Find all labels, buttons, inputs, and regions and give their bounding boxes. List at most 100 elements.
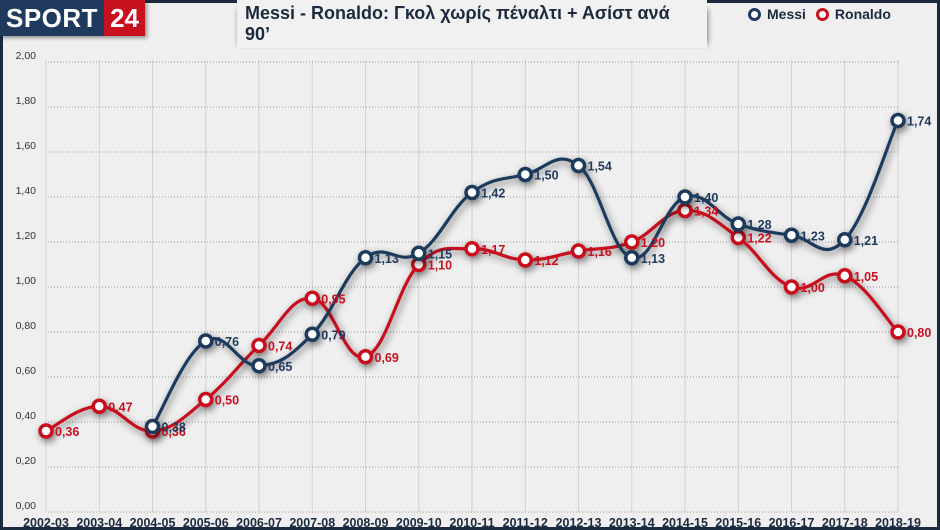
data-point-messi	[890, 112, 906, 129]
x-tick-label: 2008-09	[343, 516, 389, 530]
legend-label-ronaldo: Ronaldo	[834, 6, 891, 22]
data-point-messi	[783, 227, 800, 243]
x-tick-label: 2013-14	[609, 516, 655, 530]
data-point-messi	[144, 418, 161, 435]
data-label-ronaldo: 1,16	[588, 245, 612, 259]
legend-label-messi: Messi	[767, 6, 806, 22]
x-tick-label: 2006-07	[236, 516, 282, 530]
chart-title-box: Messi - Ronaldo: Γκολ χωρίς πέναλτι + Ασ…	[237, 0, 707, 48]
chart-title: Messi - Ronaldo: Γκολ χωρίς πέναλτι + Ασ…	[237, 0, 707, 48]
data-label-ronaldo: 0,47	[108, 400, 132, 414]
data-label-ronaldo: 0,95	[321, 292, 345, 306]
data-point-ronaldo	[464, 241, 480, 257]
grid-layer	[45, 60, 900, 513]
data-label-messi: 1,13	[375, 252, 399, 266]
data-point-messi	[837, 232, 853, 248]
x-tick-label: 2016-17	[769, 516, 815, 530]
y-tick-label: 0,80	[16, 320, 37, 332]
data-point-ronaldo	[730, 229, 746, 246]
data-point-messi	[411, 245, 427, 261]
data-point-messi	[357, 250, 374, 266]
y-tick-label: 0,40	[16, 410, 37, 422]
data-label-ronaldo: 0,74	[268, 340, 292, 354]
data-label-ronaldo: 1,00	[801, 281, 825, 295]
data-label-ronaldo: 1,20	[641, 236, 665, 250]
data-point-messi	[464, 184, 480, 201]
x-tick-label: 2009-10	[396, 516, 442, 530]
legend-item-messi: Messi	[748, 6, 806, 22]
x-tick-label: 2012-13	[556, 516, 602, 530]
y-tick-label: 1,40	[16, 185, 37, 197]
data-point-ronaldo	[837, 268, 853, 284]
chart-frame	[3, 3, 937, 527]
data-label-messi: 1,13	[641, 252, 665, 266]
data-point-messi	[624, 250, 640, 266]
data-point-ronaldo	[91, 398, 107, 414]
data-label-messi: 1,74	[907, 115, 931, 129]
data-label-ronaldo: 1,22	[747, 232, 771, 246]
data-label-ronaldo: 0,36	[55, 425, 79, 439]
data-label-messi: 0,79	[321, 328, 345, 342]
x-tick-label: 2002-03	[23, 516, 69, 530]
data-label-messi: 1,54	[588, 160, 612, 174]
data-label-messi: 0,38	[162, 421, 186, 435]
data-point-messi	[570, 157, 587, 174]
y-tick-label: 1,20	[16, 230, 37, 242]
x-tick-label: 2015-16	[715, 516, 761, 530]
sport24-logo: SPORT 24	[0, 0, 145, 36]
x-tick-label: 2007-08	[289, 516, 335, 530]
ronaldo-marker-icon	[815, 7, 829, 21]
y-tick-label: 0,20	[16, 455, 37, 467]
x-tick-label: 2018-19	[875, 516, 921, 530]
logo-text-sport: SPORT	[0, 0, 105, 36]
data-point-messi	[198, 333, 214, 349]
y-tick-label: 1,00	[16, 275, 37, 287]
data-point-ronaldo	[570, 243, 587, 259]
x-tick-label: 2011-12	[503, 516, 548, 530]
x-tick-label: 2017-18	[822, 516, 868, 530]
series-messi	[144, 112, 906, 435]
data-point-ronaldo	[890, 324, 906, 340]
data-label-messi: 1,21	[854, 234, 878, 248]
data-label-messi: 1,40	[694, 191, 718, 205]
y-tick-label: 2,00	[16, 50, 37, 62]
series-line-ronaldo	[44, 208, 900, 433]
data-point-messi	[517, 166, 533, 183]
y-tick-label: 0,60	[16, 365, 37, 377]
data-point-ronaldo	[251, 337, 267, 354]
legend-item-ronaldo: Ronaldo	[815, 6, 891, 22]
data-label-messi: 1,50	[534, 169, 558, 183]
data-label-messi: 1,15	[428, 247, 452, 261]
series-layer	[38, 112, 906, 439]
data-label-messi: 1,28	[747, 218, 771, 232]
data-label-messi: 1,42	[481, 187, 505, 201]
data-label-messi: 0,76	[215, 335, 239, 349]
data-point-messi	[304, 326, 320, 342]
data-point-ronaldo	[624, 234, 640, 250]
data-label-messi: 0,65	[268, 360, 292, 374]
data-point-ronaldo	[357, 349, 374, 365]
data-point-ronaldo	[304, 290, 320, 306]
logo-text-24: 24	[104, 0, 145, 36]
data-point-ronaldo	[198, 391, 214, 408]
x-tick-label: 2010-11	[449, 516, 494, 530]
data-labels-layer: 0,36 0,47 0,36 0,50 0,74 0,95 0,69 1,10 1,17 1,12…	[55, 115, 931, 440]
data-point-messi	[677, 189, 693, 205]
data-label-ronaldo: 1,12	[534, 254, 558, 268]
data-label-ronaldo: 1,34	[694, 205, 718, 219]
messi-marker-icon	[748, 7, 761, 21]
axis-labels: 2002-03 2003-04 2004-05 2005-06 2006-07 2007-…	[16, 50, 921, 530]
data-label-ronaldo: 0,69	[375, 351, 399, 365]
data-label-ronaldo: 1,05	[854, 270, 878, 284]
data-label-ronaldo: 1,10	[428, 259, 452, 273]
x-tick-label: 2004-05	[130, 516, 176, 530]
chart-legend: Messi Ronaldo	[748, 6, 895, 22]
x-tick-label: 2014-15	[662, 516, 708, 530]
data-point-messi	[730, 216, 746, 232]
data-label-ronaldo: 0,80	[907, 326, 931, 340]
data-point-ronaldo	[517, 252, 533, 268]
y-tick-label: 0,00	[16, 500, 37, 512]
data-label-messi: 1,23	[801, 229, 825, 243]
y-tick-label: 1,80	[16, 95, 37, 107]
